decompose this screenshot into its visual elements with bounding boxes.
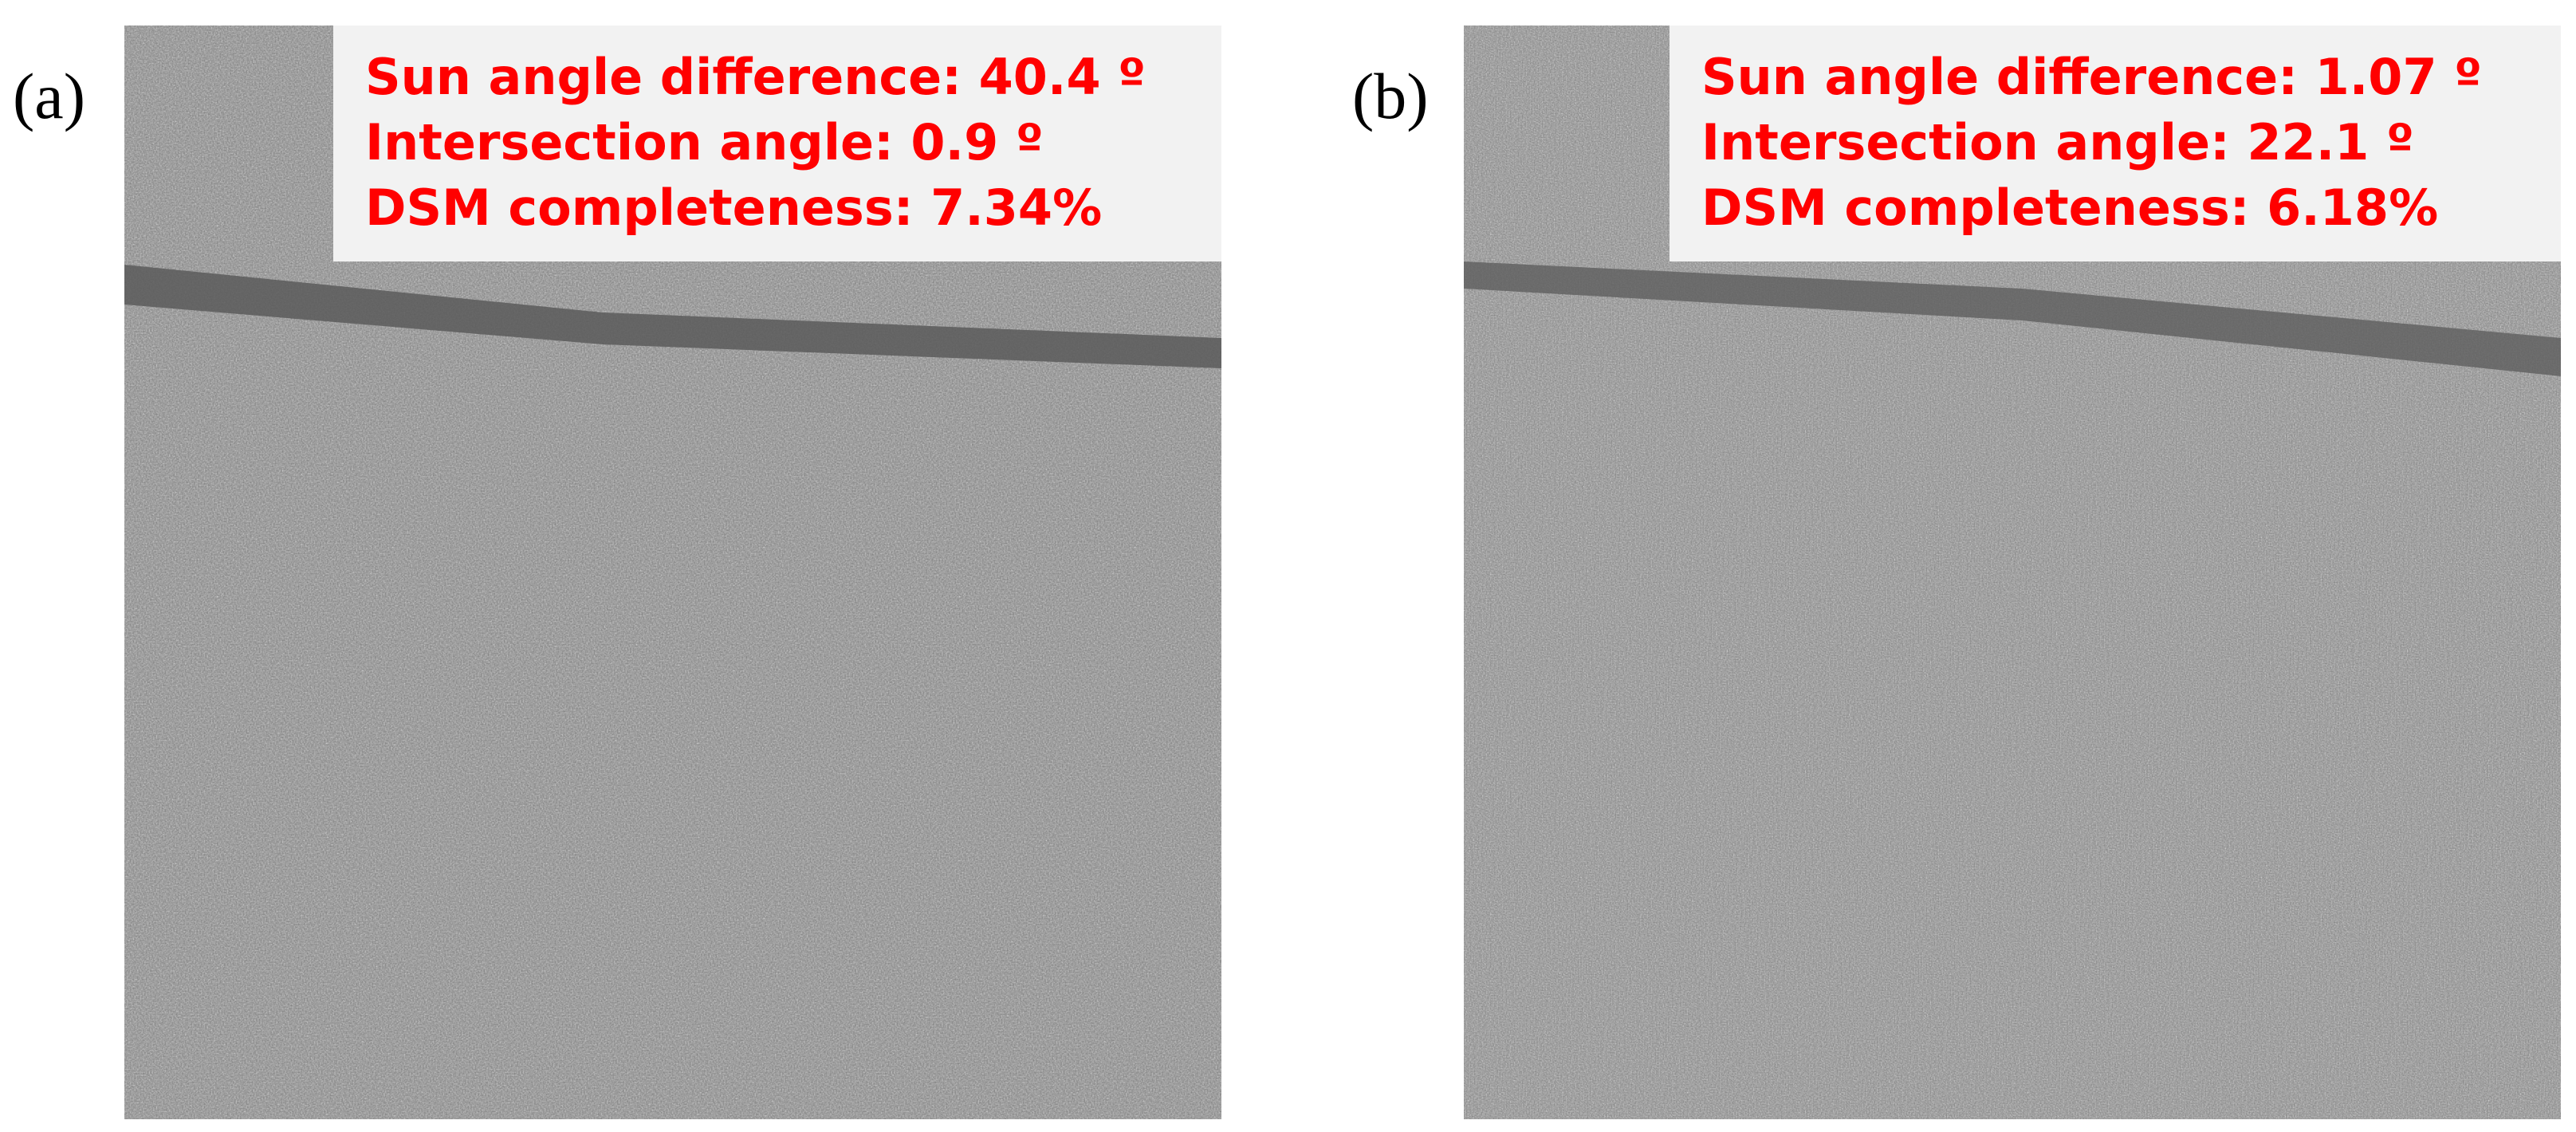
panel-b-info-box: Sun angle difference: 1.07 º Intersectio… bbox=[1669, 26, 2561, 261]
panel-b-road bbox=[1464, 261, 2561, 376]
panel-a-label: (a) bbox=[13, 60, 86, 132]
panel-a-road bbox=[124, 265, 1221, 368]
panel-b-label: (b) bbox=[1352, 60, 1429, 132]
panel-a-dsm-completeness-text: DSM completeness: 7.34% bbox=[365, 179, 1103, 237]
panel-a-intersection-angle-text: Intersection angle: 0.9 º bbox=[365, 113, 1044, 171]
panel-b-intersection-angle-text: Intersection angle: 22.1 º bbox=[1701, 113, 2414, 171]
panel-b-dsm-completeness-text: DSM completeness: 6.18% bbox=[1701, 179, 2439, 237]
panel-a-sun-angle-text: Sun angle difference: 40.4 º bbox=[365, 48, 1146, 106]
panel-a-info-box: Sun angle difference: 40.4 º Intersectio… bbox=[333, 26, 1221, 261]
panel-b-sun-angle-text: Sun angle difference: 1.07 º bbox=[1701, 48, 2483, 106]
